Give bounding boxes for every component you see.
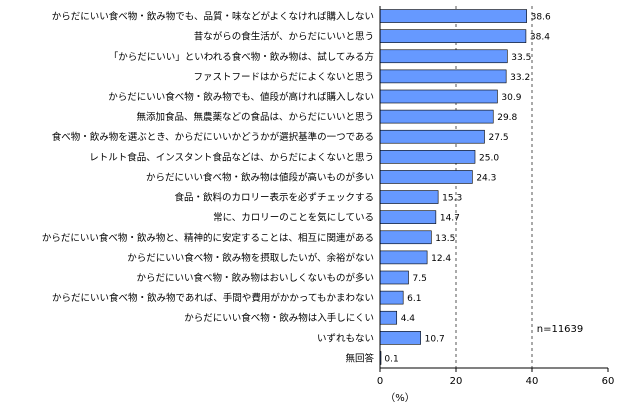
bar-16 [379, 310, 398, 325]
x-tick-label-20: 20 [450, 376, 463, 387]
value-label-5: 30.9 [501, 93, 521, 103]
value-label-13: 12.4 [431, 254, 451, 264]
category-label-4: ファストフードはからだによくないと思う [193, 72, 374, 83]
category-label-2: 昔ながらの食生活が、からだにいいと思う [194, 31, 374, 43]
sample-size-note: n=11639 [537, 324, 584, 335]
value-label-11: 14.7 [440, 214, 460, 224]
bar-8 [379, 150, 476, 164]
category-label-3: 「からだにいい」といわれる食べ物・飲み物は、試してみる方 [109, 51, 374, 63]
bars [379, 9, 527, 365]
grid-lines [455, 6, 533, 368]
value-label-17: 10.7 [425, 334, 445, 344]
value-label-9: 24.3 [476, 173, 496, 183]
value-label-8: 25.0 [479, 153, 499, 163]
bar-7 [379, 129, 485, 144]
category-label-7: 食べ物・飲み物を選ぶとき、からだにいいかどうかが選択基準の一つである [52, 131, 374, 143]
category-labels: からだにいい食べ物・飲み物でも、品質・味などがよくなければ購入しない昔ながらの食… [42, 11, 375, 365]
bar-4 [379, 69, 507, 84]
bar-10 [379, 190, 439, 204]
category-label-17: いずれもない [317, 333, 374, 344]
value-labels: 38.6 38.4 33.5 33.2 30.9 29.8 27.5 25.0 24.3 15.3… [384, 13, 551, 365]
category-label-1: からだにいい食べ物・飲み物でも、品質・味などがよくなければ購入しない [52, 11, 374, 23]
category-label-14: からだにいい食べ物・飲み物はおいしくないものが多い [136, 272, 374, 284]
value-label-15: 6.1 [407, 294, 421, 304]
category-label-8: レトルト食品、インスタント食品などは、からだによくないと思う [89, 151, 374, 163]
value-label-4: 33.2 [510, 73, 530, 83]
value-label-12: 13.5 [435, 234, 455, 244]
category-label-15: からだにいい食べ物・飲み物であれば、手間や費用がかかってもかまわない [52, 292, 374, 304]
category-label-10: 食品・飲料のカロリー表示を必ずチェックする [174, 192, 374, 204]
bar-3 [379, 49, 508, 64]
bar-9 [379, 170, 473, 184]
value-label-3: 33.5 [511, 53, 531, 63]
value-label-18: 0.1 [384, 354, 398, 364]
bar-13 [379, 250, 428, 265]
bar-17 [379, 331, 421, 345]
axes: 0 20 40 60 [377, 6, 615, 387]
value-label-14: 7.5 [413, 274, 427, 284]
category-label-9: からだにいい食べ物・飲み物は値段が高いものが多い [146, 171, 374, 183]
value-label-6: 29.8 [497, 113, 517, 123]
value-label-16: 4.4 [401, 314, 416, 324]
x-tick-label-0: 0 [377, 376, 383, 387]
x-tick-label-60: 60 [602, 376, 615, 387]
bar-6 [379, 109, 494, 124]
category-label-5: からだにいい食べ物・飲み物でも、値段が高ければ購入しない [108, 91, 374, 103]
bar-14 [379, 270, 409, 285]
category-label-18: 無回答 [345, 352, 374, 364]
bar-12 [379, 230, 432, 245]
x-tick-label-40: 40 [526, 376, 539, 387]
value-label-10: 15.3 [442, 194, 462, 204]
bar-11 [379, 210, 437, 224]
category-label-11: 常に、カロリーのことを気にしている [213, 212, 374, 224]
category-label-12: からだにいい食べ物・飲み物と、精神的に安定することは、相互に関連がある [42, 232, 374, 244]
value-label-2: 38.4 [530, 33, 550, 43]
bar-5 [379, 89, 498, 104]
x-axis-unit-label: （%） [385, 392, 415, 404]
value-label-1: 38.6 [531, 13, 551, 23]
category-label-13: からだにいい食べ物・飲み物を摂取したいが、余裕がない [127, 252, 374, 264]
bar-15 [379, 290, 404, 305]
bar-1 [379, 9, 527, 23]
category-label-16: からだにいい食べ物・飲み物は入手しにくい [184, 312, 374, 324]
bar-2 [379, 29, 527, 43]
category-label-6: 無添加食品、無農薬などの食品は、からだにいいと思う [136, 111, 374, 123]
value-label-7: 27.5 [489, 133, 509, 143]
